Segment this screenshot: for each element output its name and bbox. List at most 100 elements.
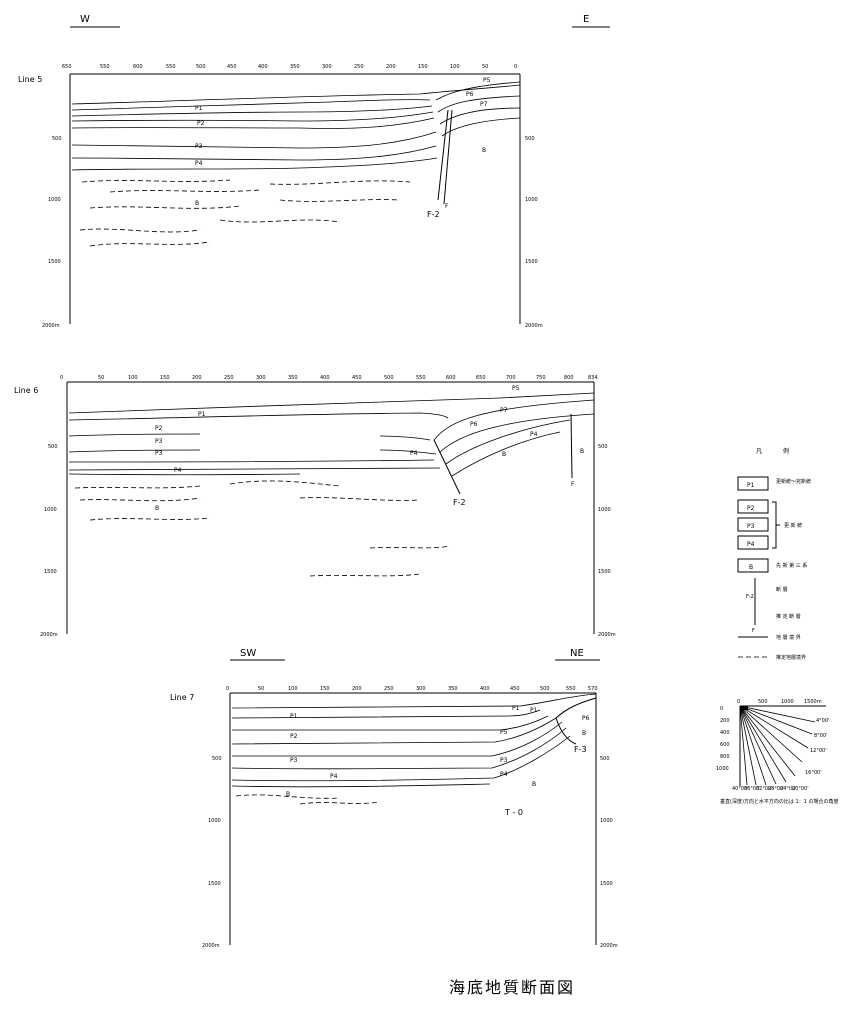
line-7-extra-label: T - 0	[504, 808, 523, 817]
svg-text:B: B	[502, 451, 506, 458]
svg-text:P1: P1	[195, 105, 203, 112]
svg-text:550: 550	[566, 686, 576, 692]
svg-text:1500: 1500	[525, 259, 538, 265]
svg-text:100: 100	[450, 64, 460, 70]
svg-text:断 層: 断 層	[776, 586, 788, 593]
svg-text:500: 500	[212, 756, 222, 762]
svg-text:P4: P4	[195, 160, 203, 167]
direction-northeast: NE	[570, 648, 584, 659]
direction-east: E	[583, 14, 589, 25]
svg-text:P5: P5	[500, 729, 508, 736]
svg-text:350: 350	[288, 375, 298, 381]
svg-text:570: 570	[588, 686, 598, 692]
svg-text:150: 150	[418, 64, 428, 70]
svg-text:P2: P2	[747, 505, 755, 512]
svg-text:1000: 1000	[598, 507, 611, 513]
svg-text:28°00': 28°00'	[768, 786, 785, 792]
svg-text:2000m: 2000m	[600, 943, 618, 949]
svg-text:350: 350	[448, 686, 458, 692]
svg-text:P3: P3	[155, 450, 163, 457]
svg-text:F: F	[752, 628, 755, 634]
svg-text:0: 0	[737, 699, 740, 705]
svg-text:4°00': 4°00'	[816, 718, 829, 724]
svg-text:B: B	[532, 781, 536, 788]
svg-text:P3: P3	[290, 757, 298, 764]
svg-text:20°00': 20°00'	[792, 786, 809, 792]
svg-text:P3: P3	[155, 438, 163, 445]
svg-text:250: 250	[224, 375, 234, 381]
line-5-fault-label: F-2	[427, 210, 440, 219]
svg-text:P1: P1	[198, 411, 206, 418]
svg-text:P7: P7	[480, 101, 488, 108]
svg-text:800: 800	[720, 754, 730, 760]
svg-text:2000m: 2000m	[42, 323, 60, 329]
svg-text:0: 0	[60, 375, 63, 381]
svg-text:1500m: 1500m	[804, 699, 822, 705]
svg-text:834: 834	[588, 375, 598, 381]
svg-text:500: 500	[525, 136, 535, 142]
line-7-fault-label: F-3	[574, 745, 587, 754]
svg-text:50: 50	[258, 686, 264, 692]
svg-text:F-2: F-2	[746, 594, 754, 600]
svg-text:0: 0	[514, 64, 517, 70]
svg-text:250: 250	[384, 686, 394, 692]
svg-text:500: 500	[384, 375, 394, 381]
svg-text:P4: P4	[530, 431, 538, 438]
svg-text:P2: P2	[197, 120, 205, 127]
svg-text:700: 700	[506, 375, 516, 381]
svg-text:1500: 1500	[48, 259, 61, 265]
svg-text:500: 500	[48, 444, 58, 450]
svg-text:P1: P1	[530, 707, 538, 714]
svg-text:1000: 1000	[208, 818, 221, 824]
svg-text:B: B	[749, 564, 753, 571]
svg-text:450: 450	[227, 64, 237, 70]
svg-text:200: 200	[192, 375, 202, 381]
svg-text:8°00': 8°00'	[814, 733, 827, 739]
svg-text:P7: P7	[500, 407, 508, 414]
svg-text:1500: 1500	[208, 881, 221, 887]
svg-text:500: 500	[600, 756, 610, 762]
svg-text:P5: P5	[512, 385, 520, 392]
svg-text:1000: 1000	[600, 818, 613, 824]
svg-text:50: 50	[482, 64, 488, 70]
svg-text:500: 500	[598, 444, 608, 450]
svg-text:P4: P4	[747, 541, 755, 548]
svg-text:400: 400	[320, 375, 330, 381]
svg-text:200: 200	[720, 718, 730, 724]
svg-text:垂直(深度)方向と水平方向の比は 1：1 の場合の角度: 垂直(深度)方向と水平方向の比は 1：1 の場合の角度	[720, 798, 838, 805]
svg-text:2000m: 2000m	[40, 632, 58, 638]
line-7-label: Line 7	[170, 693, 194, 702]
svg-text:P3: P3	[747, 523, 755, 530]
line-6-top-ticks: 0 50 100 150 200 250 300 350 400 450 500…	[60, 375, 598, 381]
svg-text:P4: P4	[410, 450, 418, 457]
svg-text:400: 400	[720, 730, 730, 736]
svg-text:1500: 1500	[598, 569, 611, 575]
line-6-label: Line 6	[14, 386, 38, 395]
svg-text:24°00': 24°00'	[780, 786, 797, 792]
svg-text:300: 300	[256, 375, 266, 381]
svg-text:1000: 1000	[525, 197, 538, 203]
svg-text:12°00': 12°00'	[810, 748, 827, 754]
svg-text:350: 350	[290, 64, 300, 70]
svg-text:600: 600	[720, 742, 730, 748]
svg-text:1500: 1500	[600, 881, 613, 887]
svg-text:150: 150	[160, 375, 170, 381]
svg-text:P4: P4	[174, 467, 182, 474]
svg-text:2000m: 2000m	[202, 943, 220, 949]
svg-text:0: 0	[226, 686, 229, 692]
svg-text:P4: P4	[330, 773, 338, 780]
svg-text:400: 400	[258, 64, 268, 70]
line-6-fault-tip-label: F	[571, 481, 575, 488]
svg-text:40°00': 40°00'	[732, 786, 749, 792]
svg-text:P6: P6	[470, 421, 478, 428]
svg-text:更 新 統: 更 新 統	[784, 522, 802, 529]
svg-text:500: 500	[52, 136, 62, 142]
svg-text:150: 150	[320, 686, 330, 692]
svg-text:300: 300	[416, 686, 426, 692]
svg-text:P2: P2	[290, 733, 298, 740]
svg-text:50: 50	[98, 375, 104, 381]
svg-text:800: 800	[564, 375, 574, 381]
figure-caption: 海底地質断面図	[449, 978, 575, 997]
line-5-fault-tip-label: F	[445, 203, 449, 210]
